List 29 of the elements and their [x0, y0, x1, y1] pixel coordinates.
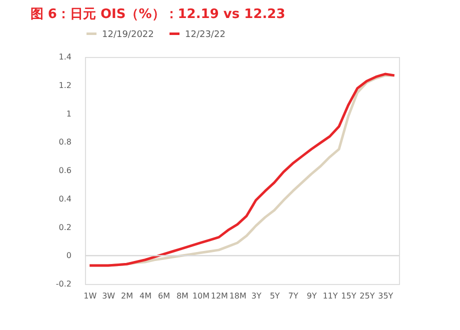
x-tick-label: 5Y [270, 292, 280, 300]
x-tick-label: 18M [229, 292, 247, 300]
y-tick-label: 1.4 [58, 52, 72, 62]
legend-label: 12/19/2022 [102, 30, 154, 40]
y-tick-label: 1 [66, 109, 72, 118]
legend-label: 12/23/22 [185, 30, 226, 40]
x-tick-label: 2M [121, 292, 134, 300]
x-tick-label: 10M [192, 292, 210, 300]
y-tick-label: 0.2 [58, 222, 72, 232]
x-tick-label: 4M [140, 292, 152, 300]
y-tick-label: 0.8 [58, 138, 72, 147]
x-tick-label: 8M [176, 292, 189, 300]
x-tick-label: 1W [84, 292, 97, 300]
x-tick-label: 9Y [306, 292, 317, 300]
y-tick-label: -0.2 [56, 280, 72, 288]
x-tick-label: 35Y [378, 292, 394, 300]
x-tick-label: 25Y [360, 292, 375, 300]
y-tick-label: 0.4 [58, 194, 72, 204]
x-tick-label: 3W [102, 292, 116, 300]
y-tick-label: 0 [66, 251, 72, 260]
x-tick-label: 6M [158, 292, 170, 300]
chart-title: 图 6：日元 OIS（%）：12.19 vs 12.23 [30, 7, 286, 22]
x-tick-label: 12M [210, 292, 228, 300]
x-tick-label: 11Y [322, 292, 338, 300]
x-tick-label: 15Y [341, 292, 356, 300]
y-tick-label: 1.2 [58, 80, 72, 90]
x-tick-label: 7Y [288, 292, 298, 300]
x-tick-label: 3Y [251, 292, 262, 300]
y-tick-label: 0.6 [58, 166, 72, 175]
